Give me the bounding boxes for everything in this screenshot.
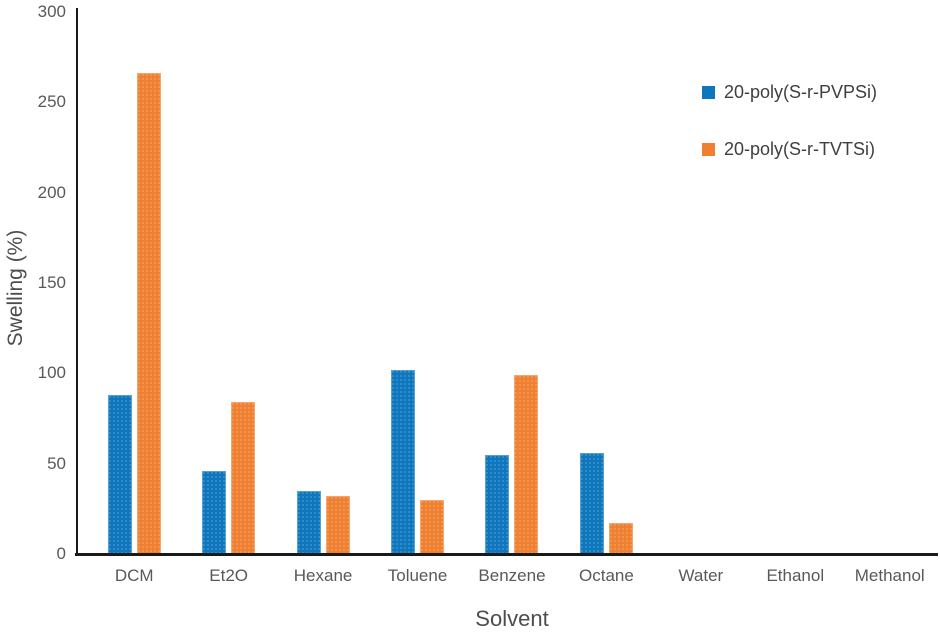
y-tick-label-150: 150 xyxy=(37,273,66,292)
bar-pvpsi-benzene xyxy=(485,454,510,554)
bar-group-benzene xyxy=(465,12,559,554)
x-axis-line xyxy=(75,553,938,556)
x-tick-labels: DCM Et2O Hexane Toluene Benzene Octane Water Et… xyxy=(87,566,937,586)
bar-tvtsi-dcm xyxy=(136,73,161,554)
bar-pvpsi-toluene xyxy=(391,369,416,554)
bar-group-et2o xyxy=(181,12,275,554)
legend-swatch-blue-icon xyxy=(702,86,715,99)
bar-pvpsi-et2o xyxy=(202,470,227,554)
plot-area xyxy=(75,8,938,556)
bar-group-toluene xyxy=(370,12,464,554)
bar-tvtsi-hexane xyxy=(325,496,350,554)
x-tick-label-water: Water xyxy=(678,566,724,585)
x-tick-label-octane: Octane xyxy=(579,566,634,585)
x-tick-label-ethanol: Ethanol xyxy=(766,566,825,585)
legend-entry-pvpsi: 20-poly(S-r-PVPSi) xyxy=(702,82,877,103)
x-tick-label-toluene: Toluene xyxy=(387,566,448,585)
legend-swatch-orange-icon xyxy=(702,143,715,156)
bar-pvpsi-octane xyxy=(579,452,604,554)
bar-tvtsi-benzene xyxy=(514,375,539,554)
legend-label-pvpsi: 20-poly(S-r-PVPSi) xyxy=(724,82,878,102)
x-axis-title: Solvent xyxy=(475,606,549,631)
y-axis-line xyxy=(76,8,78,554)
bars-container xyxy=(87,12,937,554)
y-tick-labels: 0 50 100 150 200 250 300 xyxy=(0,2,66,563)
legend: 20-poly(S-r-PVPSi) 20-poly(S-r-TVTSi) xyxy=(702,82,877,160)
y-tick-label-0: 0 xyxy=(56,544,66,563)
legend-entry-tvtsi: 20-poly(S-r-TVTSi) xyxy=(702,139,877,160)
bar-tvtsi-et2o xyxy=(231,402,256,554)
x-tick-label-et2o: Et2O xyxy=(209,566,249,585)
bar-group-octane xyxy=(559,12,653,554)
bar-tvtsi-toluene xyxy=(420,499,445,554)
x-tick-label-benzene: Benzene xyxy=(478,566,546,585)
x-tick-label-dcm: DCM xyxy=(114,566,154,585)
y-tick-label-100: 100 xyxy=(37,363,66,383)
bar-tvtsi-octane xyxy=(608,523,633,554)
y-tick-label-200: 200 xyxy=(37,182,66,202)
x-tick-label-methanol: Methanol xyxy=(854,566,925,585)
y-tick-label-300: 300 xyxy=(37,2,66,21)
y-tick-label-50: 50 xyxy=(47,453,66,473)
bar-group-hexane xyxy=(276,12,370,554)
x-tick-label-hexane: Hexane xyxy=(293,566,353,585)
y-tick-label-250: 250 xyxy=(37,92,66,112)
legend-label-tvtsi: 20-poly(S-r-TVTSi) xyxy=(724,139,876,159)
bar-pvpsi-hexane xyxy=(296,490,321,554)
bar-pvpsi-dcm xyxy=(107,395,132,554)
bar-group-dcm xyxy=(87,12,181,554)
